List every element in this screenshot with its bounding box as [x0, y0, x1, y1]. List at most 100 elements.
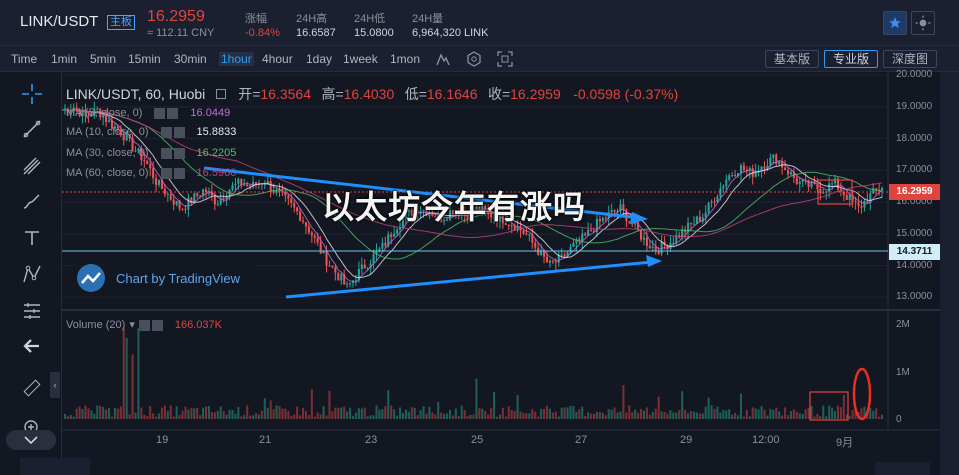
screenshot-icon[interactable]: [497, 51, 513, 67]
crosshair-tool[interactable]: [20, 82, 44, 106]
candle: [381, 242, 384, 249]
interval-5min[interactable]: 5min: [90, 52, 117, 66]
volume-bar: [166, 411, 169, 419]
market-header: LINK/USDT 主板 16.2959 ≈ 112.11 CNY 涨幅 -0.…: [0, 0, 959, 45]
candle: [313, 235, 316, 238]
volume-bar: [407, 411, 410, 419]
candle: [316, 237, 319, 243]
candle: [363, 264, 366, 269]
candle: [384, 242, 387, 246]
interval-30min[interactable]: 30min: [174, 52, 207, 66]
ruler-tool[interactable]: [20, 376, 44, 400]
settings-icon[interactable]: [466, 51, 482, 67]
volume-bar: [340, 407, 343, 419]
channel-bottom-arrow[interactable]: [285, 260, 653, 299]
volume-bar: [354, 412, 357, 419]
volume-bar: [607, 409, 610, 419]
channel-top-arrow[interactable]: [203, 166, 641, 220]
candle: [725, 179, 728, 187]
volume-bar: [548, 408, 551, 419]
volume-bar: [725, 410, 728, 419]
pattern-tool[interactable]: [20, 262, 44, 286]
ma5-row[interactable]: MA (5, close, 0) 16.0449: [66, 107, 230, 119]
price-axis-label: 18.0000: [896, 132, 933, 144]
volume-bar: [190, 407, 193, 419]
candle: [169, 194, 172, 200]
volume-bar: [684, 409, 687, 419]
interval-1min[interactable]: 1min: [51, 52, 78, 66]
ma5-settings-icon[interactable]: [154, 107, 166, 119]
interval-1mon[interactable]: 1mon: [390, 52, 421, 66]
candle: [572, 243, 575, 248]
volume-bar: [563, 407, 566, 419]
candle: [786, 170, 790, 175]
candle: [640, 230, 643, 240]
volume-bar: [146, 415, 149, 419]
volume-bar: [351, 415, 355, 419]
candle: [540, 250, 543, 255]
interval-time[interactable]: Time: [11, 52, 38, 66]
ma30-value: 16.2205: [196, 147, 237, 159]
ma10-row[interactable]: MA (10, close, 0) 15.8833: [66, 126, 236, 138]
ma60-close-icon[interactable]: [173, 167, 185, 179]
tradingview-branding[interactable]: Chart by TradingView: [76, 263, 256, 293]
ma10-settings-icon[interactable]: [160, 126, 172, 138]
ma5-close-icon[interactable]: [167, 107, 179, 119]
candle: [328, 265, 331, 267]
measure-tool[interactable]: [20, 299, 44, 323]
interval-4hour[interactable]: 4hour: [262, 52, 293, 66]
bottom-right-tab[interactable]: [875, 462, 930, 475]
indicators-icon[interactable]: [435, 51, 451, 67]
candle: [816, 183, 819, 189]
legend-toggle[interactable]: [215, 89, 226, 99]
candle: [560, 254, 563, 256]
interval-1hour[interactable]: 1hour: [219, 52, 254, 66]
view-depth-button[interactable]: 深度图: [883, 50, 938, 68]
interval-1day[interactable]: 1day: [306, 52, 333, 66]
favorite-button[interactable]: [883, 11, 907, 35]
fork-icon: [23, 157, 41, 175]
volume-bar: [875, 408, 878, 419]
pair-name[interactable]: LINK/USDT: [20, 13, 99, 30]
volume-bar: [87, 408, 90, 419]
interval-15min[interactable]: 15min: [128, 52, 161, 66]
volume-bar: [748, 416, 751, 419]
candle: [772, 154, 775, 158]
candle: [851, 194, 854, 202]
scroll-left-button[interactable]: ‹: [50, 372, 60, 398]
back-tool[interactable]: [20, 334, 44, 358]
view-pro-button[interactable]: 专业版: [824, 50, 879, 68]
candle: [848, 194, 851, 200]
candle: [346, 283, 349, 285]
fib-tool[interactable]: [20, 154, 44, 178]
bottom-tab[interactable]: [20, 458, 90, 475]
volume-bar: [216, 410, 219, 419]
candle: [398, 227, 402, 230]
ma5-name: MA (5, close, 0): [66, 107, 143, 119]
trendline-tool[interactable]: [20, 117, 44, 141]
ma30-close-icon[interactable]: [173, 147, 185, 159]
volume-close-icon[interactable]: [151, 319, 163, 331]
candle: [396, 229, 399, 234]
volume-bar: [157, 413, 161, 419]
ma10-close-icon[interactable]: [173, 126, 185, 138]
candle: [784, 167, 787, 171]
ma60-row[interactable]: MA (60, close, 0) 16.5960: [66, 167, 236, 179]
volume-settings-icon[interactable]: [138, 319, 150, 331]
ma30-settings-icon[interactable]: [160, 147, 172, 159]
volume-bar: [237, 407, 240, 419]
volume-bar: [804, 409, 807, 419]
candle: [857, 202, 860, 206]
candle: [78, 109, 81, 117]
interval-1week[interactable]: 1week: [343, 52, 378, 66]
brush-tool[interactable]: [20, 190, 44, 214]
volume-bar: [825, 416, 828, 419]
ma60-settings-icon[interactable]: [160, 167, 172, 179]
text-tool[interactable]: [20, 226, 44, 250]
theme-button[interactable]: [911, 11, 935, 35]
volume-legend[interactable]: Volume (20) ▾ 166.037K: [66, 319, 222, 331]
collapse-toolbar-button[interactable]: [6, 430, 56, 450]
view-basic-button[interactable]: 基本版: [765, 50, 820, 68]
ma30-row[interactable]: MA (30, close, 0) 16.2205: [66, 147, 236, 159]
